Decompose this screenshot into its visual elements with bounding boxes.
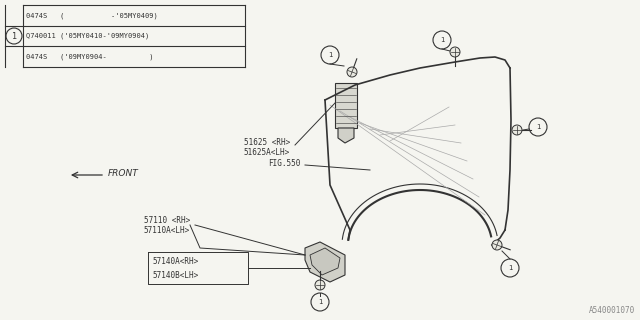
- Text: 51625 <RH>: 51625 <RH>: [244, 138, 290, 147]
- Text: 51625A<LH>: 51625A<LH>: [244, 148, 290, 156]
- Circle shape: [450, 47, 460, 57]
- Polygon shape: [305, 242, 345, 282]
- Text: 1: 1: [328, 52, 332, 58]
- Text: 1: 1: [536, 124, 540, 130]
- Circle shape: [512, 125, 522, 135]
- Text: FRONT: FRONT: [108, 169, 139, 178]
- Text: 0474S   ('09MY0904-          ): 0474S ('09MY0904- ): [26, 53, 154, 60]
- Circle shape: [492, 240, 502, 250]
- Circle shape: [347, 67, 357, 77]
- Text: 1: 1: [12, 31, 17, 41]
- Polygon shape: [338, 128, 354, 143]
- Text: Q740011 ('05MY0410-'09MY0904): Q740011 ('05MY0410-'09MY0904): [26, 33, 149, 39]
- Text: 0474S   (           -'05MY0409): 0474S ( -'05MY0409): [26, 12, 157, 19]
- Text: 57140A<RH>: 57140A<RH>: [152, 257, 198, 266]
- Circle shape: [315, 280, 325, 290]
- Text: 57110 <RH>: 57110 <RH>: [144, 215, 190, 225]
- Bar: [335, 83, 357, 128]
- Text: 57110A<LH>: 57110A<LH>: [144, 226, 190, 235]
- Text: 1: 1: [508, 265, 512, 271]
- Text: 57140B<LH>: 57140B<LH>: [152, 270, 198, 279]
- Text: FIG.550: FIG.550: [268, 158, 300, 167]
- Text: 1: 1: [317, 299, 323, 305]
- Polygon shape: [310, 248, 340, 275]
- Text: 1: 1: [440, 37, 444, 43]
- Text: A540001070: A540001070: [589, 306, 635, 315]
